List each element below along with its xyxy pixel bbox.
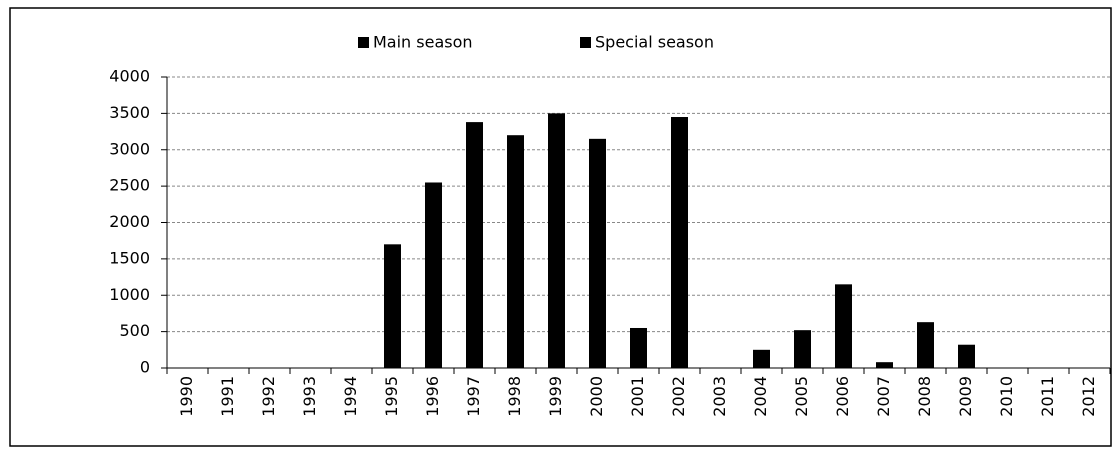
x-tick-label: 2002 bbox=[669, 376, 688, 417]
x-tick-label: 2000 bbox=[587, 376, 606, 417]
x-tick-label: 1993 bbox=[300, 376, 319, 417]
y-tick-label: 3500 bbox=[109, 103, 150, 122]
x-tick-label: 2006 bbox=[833, 376, 852, 417]
bar bbox=[753, 349, 770, 368]
x-tick-label: 2009 bbox=[956, 376, 975, 417]
bar bbox=[835, 284, 852, 368]
legend-swatch bbox=[358, 37, 369, 48]
y-tick-label: 1000 bbox=[109, 285, 150, 304]
x-tick-label: 2005 bbox=[792, 376, 811, 417]
legend-swatch bbox=[580, 37, 591, 48]
y-tick-label: 500 bbox=[119, 321, 150, 340]
bar bbox=[917, 322, 934, 368]
bar bbox=[671, 117, 688, 368]
legend-label: Special season bbox=[595, 33, 714, 52]
bar bbox=[548, 113, 565, 368]
x-tick-label: 1991 bbox=[218, 376, 237, 417]
x-tick-label: 2007 bbox=[874, 376, 893, 417]
x-tick-label: 1998 bbox=[505, 376, 524, 417]
y-tick-label: 2500 bbox=[109, 176, 150, 195]
y-tick-label: 2000 bbox=[109, 212, 150, 231]
y-tick-label: 3000 bbox=[109, 139, 150, 158]
x-tick-label: 1992 bbox=[259, 376, 278, 417]
x-tick-label: 1990 bbox=[177, 376, 196, 417]
x-tick-label: 2011 bbox=[1038, 376, 1057, 417]
bar bbox=[876, 362, 893, 368]
x-tick-label: 2004 bbox=[751, 376, 770, 417]
x-tick-label: 1996 bbox=[423, 376, 442, 417]
x-tick-label: 2003 bbox=[710, 376, 729, 417]
bar bbox=[958, 344, 975, 368]
x-tick-label: 1997 bbox=[464, 376, 483, 417]
legend-label: Main season bbox=[373, 33, 473, 52]
bar bbox=[630, 327, 647, 368]
bar bbox=[384, 244, 401, 368]
y-tick-label: 4000 bbox=[109, 67, 150, 86]
x-tick-label: 1999 bbox=[546, 376, 565, 417]
chart-frame bbox=[9, 7, 1112, 447]
x-tick-label: 1995 bbox=[382, 376, 401, 417]
bar bbox=[425, 182, 442, 368]
bar bbox=[466, 122, 483, 368]
x-tick-label: 2008 bbox=[915, 376, 934, 417]
y-tick-label: 0 bbox=[140, 358, 150, 377]
x-tick-label: 2010 bbox=[997, 376, 1016, 417]
x-tick-label: 1994 bbox=[341, 376, 360, 417]
bar bbox=[507, 135, 524, 368]
y-tick-label: 1500 bbox=[109, 248, 150, 267]
x-tick-label: 2012 bbox=[1079, 376, 1098, 417]
bar bbox=[589, 138, 606, 368]
x-tick-label: 2001 bbox=[628, 376, 647, 417]
bar bbox=[794, 330, 811, 368]
